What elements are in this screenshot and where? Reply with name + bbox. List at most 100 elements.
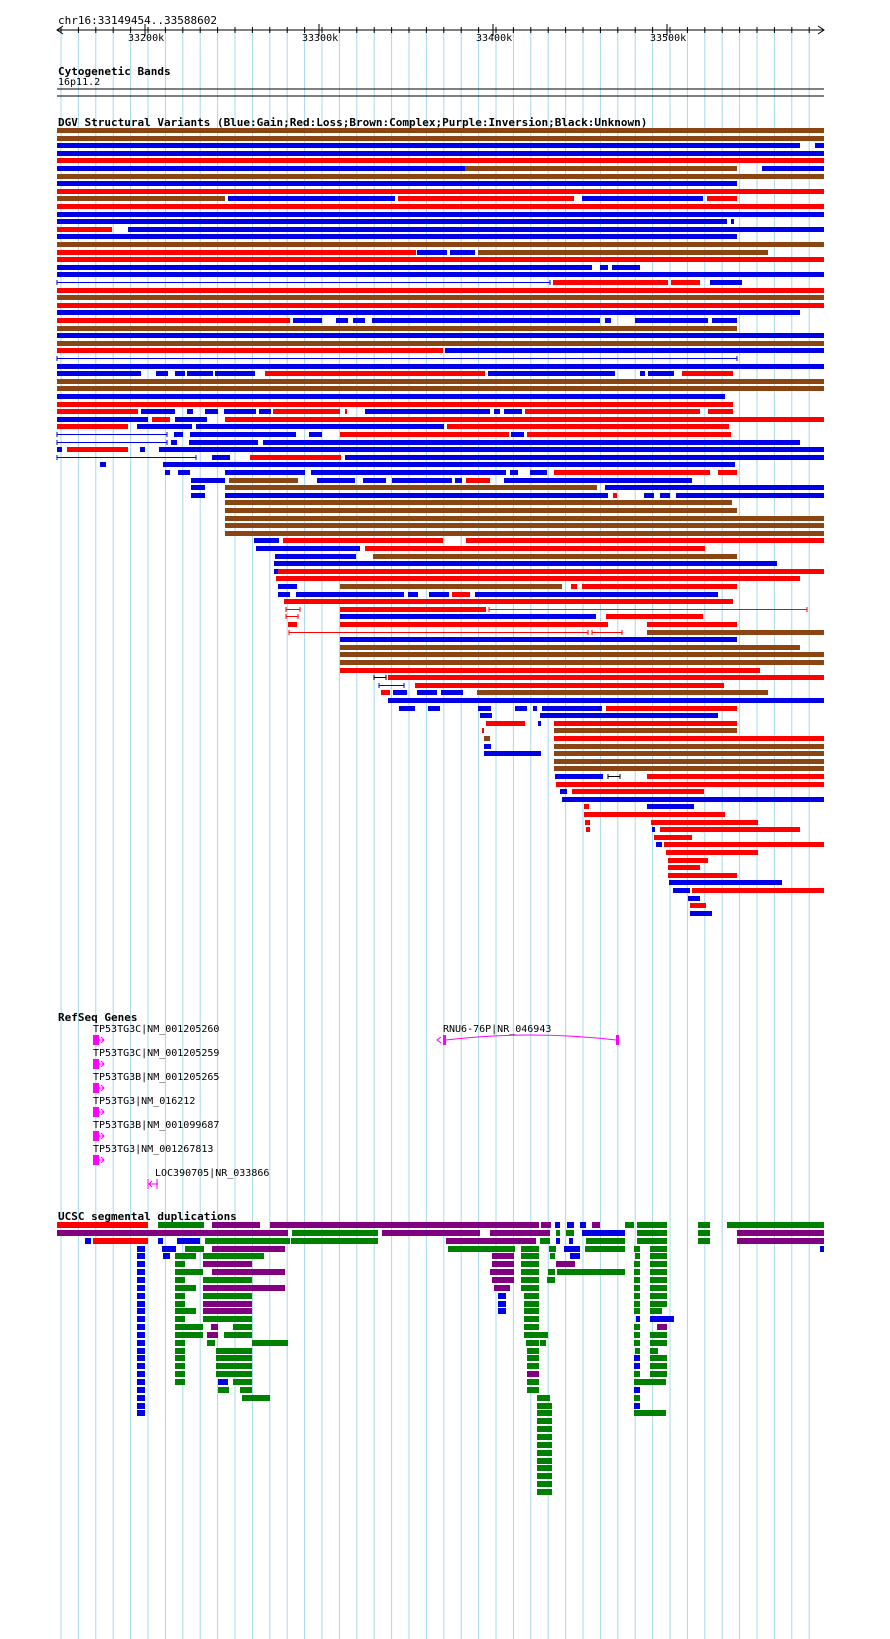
refseq-track-title: RefSeq Genes: [58, 1011, 138, 1024]
variant-bar: [163, 462, 735, 467]
segdup-bar: [382, 1230, 480, 1236]
variant-bar: [484, 736, 490, 741]
gene-label[interactable]: LOC390705|NR_033866: [155, 1168, 270, 1179]
segdup-bar: [203, 1261, 252, 1267]
gene-label[interactable]: TP53TG3C|NM_001205259: [93, 1048, 220, 1059]
segdup-bar: [137, 1355, 145, 1361]
variant-bar: [278, 584, 297, 589]
variant-bar: [229, 478, 298, 483]
variant-bar: [635, 318, 708, 323]
segdup-bar: [527, 1371, 539, 1377]
segdup-bar: [637, 1238, 667, 1244]
segdup-bar: [203, 1285, 285, 1291]
variant-bar: [189, 440, 258, 445]
variant-bar: [57, 212, 824, 217]
variant-bar: [57, 386, 824, 391]
segdup-bar: [547, 1277, 555, 1283]
gene-exon: [616, 1035, 619, 1045]
variant-bar: [57, 402, 733, 407]
variant-bar: [606, 706, 737, 711]
variant-bar: [381, 690, 390, 695]
variant-bar: [57, 310, 800, 315]
variant-bar: [317, 478, 355, 483]
segdup-bar: [216, 1348, 252, 1354]
variant-bar: [572, 789, 704, 794]
segdup-bar: [163, 1253, 170, 1259]
variant-bar: [57, 250, 416, 255]
segdup-bar: [537, 1426, 552, 1432]
variant-bar: [205, 409, 218, 414]
variant-bar: [311, 470, 506, 475]
variant-bar: [276, 576, 800, 581]
variant-bar: [225, 470, 305, 475]
variant-bar: [284, 599, 733, 604]
variant-bar: [309, 432, 322, 437]
segdup-bar: [634, 1363, 640, 1369]
variant-bar: [478, 250, 768, 255]
variant-bar: [174, 432, 183, 437]
segdup-bar: [524, 1308, 539, 1314]
variant-bar: [504, 409, 522, 414]
segdup-bar: [524, 1301, 539, 1307]
variant-bar: [718, 470, 737, 475]
gene-label[interactable]: TP53TG3|NM_016212: [93, 1096, 196, 1107]
variant-bar: [554, 766, 824, 771]
variant-bar: [57, 151, 824, 156]
segdup-bar: [175, 1277, 185, 1283]
variant-bar: [525, 409, 700, 414]
variant-bar: [648, 371, 674, 376]
segdup-bar: [527, 1379, 539, 1385]
variant-bar: [477, 690, 768, 695]
variant-bar: [57, 128, 824, 133]
variant-bar: [57, 204, 824, 209]
segdup-bar: [137, 1285, 145, 1291]
variant-bar: [263, 440, 800, 445]
segdup-bar: [634, 1387, 640, 1393]
gene-label[interactable]: TP53TG3B|NM_001099687: [93, 1120, 220, 1131]
cytoband-track: [57, 88, 824, 97]
variant-bar: [647, 622, 737, 627]
segdup-bar: [557, 1269, 625, 1275]
segdup-bar: [537, 1489, 552, 1495]
segdup-bar: [233, 1324, 252, 1330]
variant-bar: [100, 462, 106, 467]
variant-bar: [340, 432, 509, 437]
variant-bar: [554, 721, 737, 726]
segdup-bar: [175, 1316, 185, 1322]
gene-label[interactable]: TP53TG3C|NM_001205260: [93, 1024, 220, 1035]
variant-bar: [57, 371, 141, 376]
gene-strand-arrow: [100, 1108, 105, 1116]
gene-exon: [93, 1107, 99, 1117]
segdup-bar: [634, 1395, 640, 1401]
variant-bar: [187, 371, 213, 376]
segdup-bar: [175, 1253, 196, 1259]
gene-label[interactable]: TP53TG3|NM_001267813: [93, 1144, 214, 1155]
segdup-bar: [570, 1253, 580, 1259]
segdup-bar: [650, 1293, 667, 1299]
segdup-bar: [527, 1355, 539, 1361]
segdup-bar: [137, 1324, 145, 1330]
variant-bar: [647, 804, 694, 809]
variant-bar: [669, 880, 782, 885]
segdup-bar: [175, 1340, 185, 1346]
variant-bar: [562, 797, 824, 802]
variant-bar: [560, 789, 567, 794]
segdup-bar: [566, 1230, 574, 1236]
variant-bar: [165, 470, 170, 475]
variant-bar: [647, 774, 824, 779]
variant-bar: [762, 166, 824, 171]
variant-bar: [57, 265, 592, 270]
segdup-bar: [537, 1458, 552, 1464]
segdup-bar: [175, 1371, 185, 1377]
variant-bar: [57, 272, 824, 277]
variant-bar: [707, 196, 737, 201]
segdup-bar: [175, 1379, 185, 1385]
segdup-bar: [137, 1253, 145, 1259]
segdup-bar: [524, 1324, 539, 1330]
variant-bar: [225, 523, 824, 528]
segdup-bar: [137, 1403, 145, 1409]
gene-label[interactable]: RNU6-76P|NR_046943: [443, 1024, 552, 1035]
segmental-duplications-track: [57, 1222, 824, 1495]
gene-label[interactable]: TP53TG3B|NM_001205265: [93, 1072, 220, 1083]
